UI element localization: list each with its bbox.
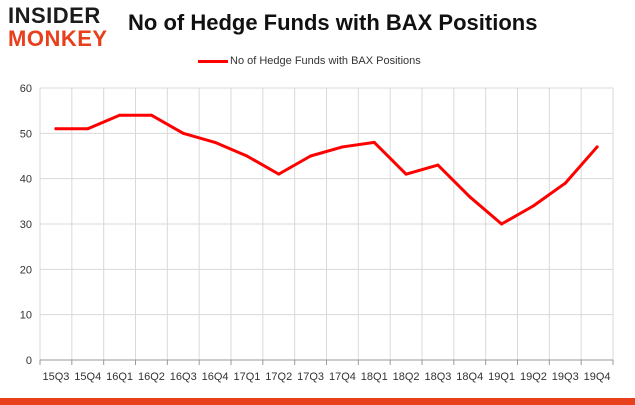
data-point [118, 113, 122, 117]
chart-legend: No of Hedge Funds with BAX Positions [198, 53, 421, 69]
x-tick-label: 17Q3 [297, 371, 324, 383]
logo-line-2: MONKEY [8, 26, 108, 51]
x-tick-label: 18Q1 [361, 371, 388, 383]
data-point [436, 163, 440, 167]
data-point [277, 172, 281, 176]
y-tick-label: 50 [20, 128, 32, 140]
x-tick-label: 17Q1 [233, 371, 260, 383]
legend-label: No of Hedge Funds with BAX Positions [230, 55, 421, 67]
logo-line-1: INSIDER [8, 3, 101, 28]
x-tick-label: 19Q4 [584, 371, 611, 383]
data-point [149, 113, 153, 117]
y-tick-label: 10 [20, 310, 32, 322]
insider-monkey-logo: INSIDER MONKEY [8, 5, 118, 50]
data-point [595, 145, 599, 149]
data-point [563, 181, 567, 185]
x-tick-label: 15Q4 [74, 371, 101, 383]
x-tick-label: 19Q1 [488, 371, 515, 383]
x-tick-label: 16Q2 [138, 371, 165, 383]
data-point [372, 140, 376, 144]
x-tick-label: 19Q2 [520, 371, 547, 383]
x-tick-label: 16Q3 [170, 371, 197, 383]
series-layer [54, 113, 599, 226]
grid-lines [39, 87, 614, 360]
x-tick-label: 16Q4 [202, 371, 229, 383]
y-tick-label: 60 [20, 83, 32, 95]
x-tick-label: 15Q3 [42, 371, 69, 383]
y-tick-label: 20 [20, 264, 32, 276]
series-line [54, 113, 599, 226]
data-point [404, 172, 408, 176]
data-point [213, 140, 217, 144]
x-tick-label: 17Q4 [329, 371, 356, 383]
legend-line-swatch [198, 59, 228, 63]
y-tick-label: 40 [20, 174, 32, 186]
data-point [54, 127, 58, 131]
x-tick-label: 18Q4 [456, 371, 483, 383]
y-tick-label: 0 [26, 355, 32, 367]
data-point [531, 204, 535, 208]
y-tick-labels: 0 10 20 30 40 50 60 [20, 83, 32, 367]
y-tick-label: 30 [20, 219, 32, 231]
axes [39, 359, 614, 365]
x-tick-label: 18Q2 [393, 371, 420, 383]
chart-title: No of Hedge Funds with BAX Positions [128, 10, 538, 35]
data-point [86, 127, 90, 131]
x-tick-label: 17Q2 [265, 371, 292, 383]
x-tick-labels: 15Q3 15Q4 16Q1 16Q2 16Q3 16Q4 17Q1 17Q2 17Q3 17Q4… [42, 371, 610, 383]
x-tick-label: 18Q3 [424, 371, 451, 383]
data-point [245, 154, 249, 158]
data-point [468, 195, 472, 199]
x-tick-label: 19Q3 [552, 371, 579, 383]
brand-bottom-bar [0, 398, 635, 405]
x-tick-label: 16Q1 [106, 371, 133, 383]
data-point [500, 222, 504, 226]
data-point [181, 131, 185, 135]
data-point [309, 154, 313, 158]
data-point [340, 145, 344, 149]
